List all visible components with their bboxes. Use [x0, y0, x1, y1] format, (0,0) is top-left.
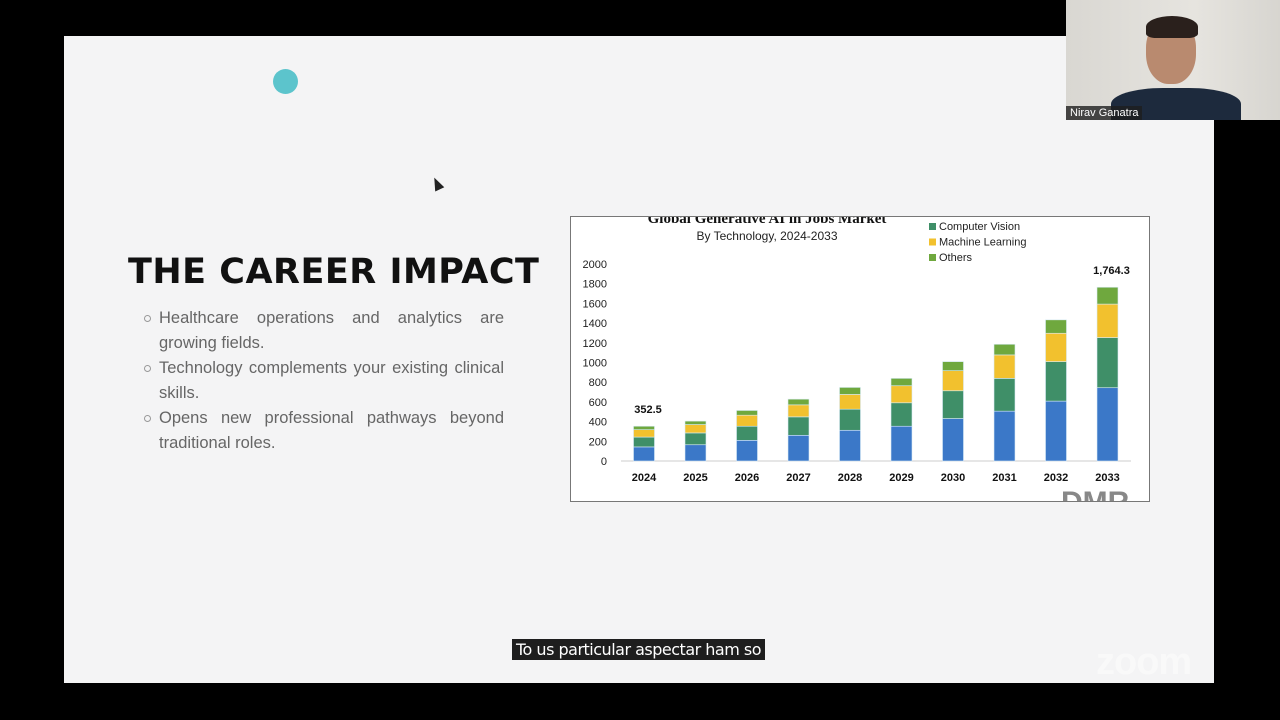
bullet-item: Healthcare operations and analytics are …	[144, 306, 504, 356]
bar-segment-computer-vision	[1096, 337, 1119, 389]
bullet-icon	[144, 315, 151, 322]
x-tick-label: 2026	[735, 472, 759, 484]
y-tick-label: 1800	[583, 279, 607, 291]
bar-segment-machine-learning	[787, 404, 810, 418]
bar-segment-machine-learning	[993, 354, 1016, 379]
y-tick-label: 400	[589, 417, 607, 429]
bar-segment-machine-learning	[633, 429, 655, 438]
bar-segment-computer-vision	[1045, 361, 1067, 402]
bullet-item: Technology complements your existing cli…	[144, 356, 504, 406]
x-tick-label: 2033	[1095, 472, 1119, 484]
slide-title: THE CAREER IMPACT	[128, 252, 540, 292]
bar-segment-computer-vision	[736, 425, 758, 441]
bar-segment-computer-vision	[890, 402, 913, 427]
bar-segment-machine-learning	[684, 424, 707, 434]
chart-title: Global Generative AI in Jobs Market	[648, 217, 887, 227]
bar-segment-computer-vision	[684, 432, 707, 446]
legend-label: Others	[939, 252, 973, 264]
bar-segment-series-0	[684, 444, 707, 462]
y-tick-label: 0	[601, 456, 607, 468]
participant-video[interactable]: Nirav Ganatra	[1066, 0, 1280, 120]
bar-segment-computer-vision	[787, 416, 810, 436]
legend-swatch	[929, 223, 936, 230]
bar-segment-machine-learning	[1045, 332, 1067, 362]
bar-segment-series-0	[1096, 387, 1119, 462]
bar-segment-others	[736, 410, 758, 416]
bar-segment-others	[993, 343, 1016, 356]
participant-name: Nirav Ganatra	[1066, 106, 1143, 120]
decorative-dot	[273, 69, 298, 94]
data-label: 352.5	[634, 404, 662, 416]
bullet-icon	[144, 415, 151, 422]
x-tick-label: 2032	[1044, 472, 1068, 484]
bar-segment-computer-vision	[633, 436, 655, 448]
bar-segment-machine-learning	[1096, 303, 1119, 338]
y-tick-label: 800	[589, 377, 607, 389]
bar-segment-machine-learning	[736, 414, 758, 427]
bar-segment-others	[890, 378, 913, 387]
bar-segment-series-0	[633, 446, 655, 462]
bar-segment-series-0	[993, 410, 1016, 462]
chart-image: Global Generative AI in Jobs Market By Te…	[570, 216, 1150, 502]
y-tick-label: 1000	[583, 358, 607, 370]
bar-segment-others	[684, 420, 707, 425]
bullet-icon	[144, 365, 151, 372]
x-tick-label: 2030	[941, 472, 965, 484]
legend-label: Machine Learning	[939, 237, 1026, 249]
bar-segment-series-0	[736, 440, 758, 462]
y-tick-label: 600	[589, 397, 607, 409]
bar-segment-series-0	[942, 418, 964, 462]
y-tick-label: 200	[589, 436, 607, 448]
y-tick-label: 1200	[583, 338, 607, 350]
x-tick-label: 2031	[992, 472, 1016, 484]
x-tick-label: 2024	[632, 472, 657, 484]
slide: THE CAREER IMPACT Healthcare operations …	[64, 36, 1214, 683]
bar-segment-series-0	[1045, 400, 1067, 462]
data-label: 1,764.3	[1093, 265, 1130, 277]
bullet-list: Healthcare operations and analytics are …	[144, 306, 504, 456]
legend-swatch	[929, 254, 936, 261]
bar-segment-others	[1096, 286, 1119, 305]
y-tick-label: 2000	[583, 259, 607, 271]
bar-segment-series-0	[787, 434, 810, 462]
bar-segment-others	[942, 361, 964, 371]
bar-segment-others	[1045, 319, 1067, 334]
x-tick-label: 2029	[889, 472, 913, 484]
y-tick-label: 1400	[583, 318, 607, 330]
live-caption: To us particular aspectar ham so	[512, 639, 766, 660]
bar-segment-machine-learning	[890, 385, 913, 404]
legend-label: Computer Vision	[939, 221, 1020, 233]
bar-segment-others	[839, 387, 861, 395]
x-tick-label: 2027	[786, 472, 810, 484]
legend-swatch	[929, 238, 936, 246]
bar-segment-computer-vision	[993, 378, 1016, 412]
x-tick-label: 2028	[838, 472, 862, 484]
bar-segment-machine-learning	[839, 394, 861, 410]
chart-subtitle: By Technology, 2024-2033	[697, 229, 838, 243]
bar-segment-machine-learning	[942, 370, 964, 392]
bar-segment-series-0	[839, 429, 861, 462]
x-tick-label: 2025	[683, 472, 707, 484]
zoom-watermark: zoom	[1096, 641, 1192, 683]
y-tick-label: 1600	[583, 298, 607, 310]
bar-segment-computer-vision	[942, 390, 964, 419]
dmr-logo: DMR	[1061, 486, 1130, 501]
bar-segment-others	[633, 425, 655, 430]
bullet-item: Opens new professional pathways beyond t…	[144, 406, 504, 456]
bar-segment-series-0	[890, 425, 913, 462]
bar-segment-computer-vision	[839, 408, 861, 431]
stacked-bar-chart: Global Generative AI in Jobs Market By Te…	[583, 217, 1131, 501]
bar-segment-others	[787, 398, 810, 406]
